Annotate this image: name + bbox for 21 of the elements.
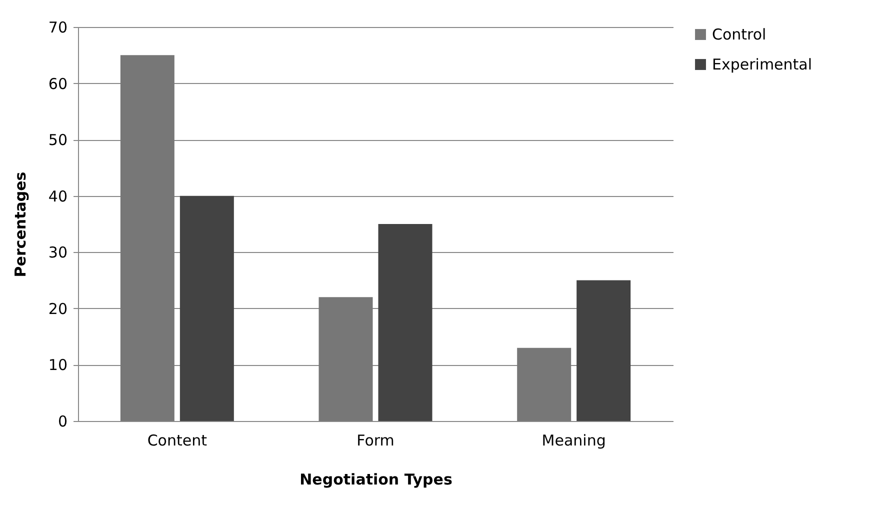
x-tick-label: Form xyxy=(356,432,394,450)
legend-label: Experimental xyxy=(712,56,812,74)
y-tick-label: 10 xyxy=(48,356,68,374)
bar xyxy=(576,280,631,421)
bar xyxy=(517,348,572,421)
bar xyxy=(180,196,234,421)
y-tick-label: 60 xyxy=(48,74,68,93)
x-tick-label: Meaning xyxy=(542,432,606,450)
legend-label: Control xyxy=(712,26,766,44)
y-tick-label: 70 xyxy=(48,18,68,36)
y-tick-label: 0 xyxy=(58,412,68,430)
bar xyxy=(318,297,373,421)
bar xyxy=(120,55,174,421)
x-tick-label: Content xyxy=(147,432,208,450)
y-tick-label: 40 xyxy=(48,187,68,206)
bar xyxy=(378,224,432,421)
y-tick-label: 20 xyxy=(48,300,68,318)
y-axis-title: Percentages xyxy=(11,172,30,278)
y-tick-label: 50 xyxy=(48,131,68,150)
x-axis-title: Negotiation Types xyxy=(300,470,452,488)
y-tick-label: 30 xyxy=(48,244,68,262)
